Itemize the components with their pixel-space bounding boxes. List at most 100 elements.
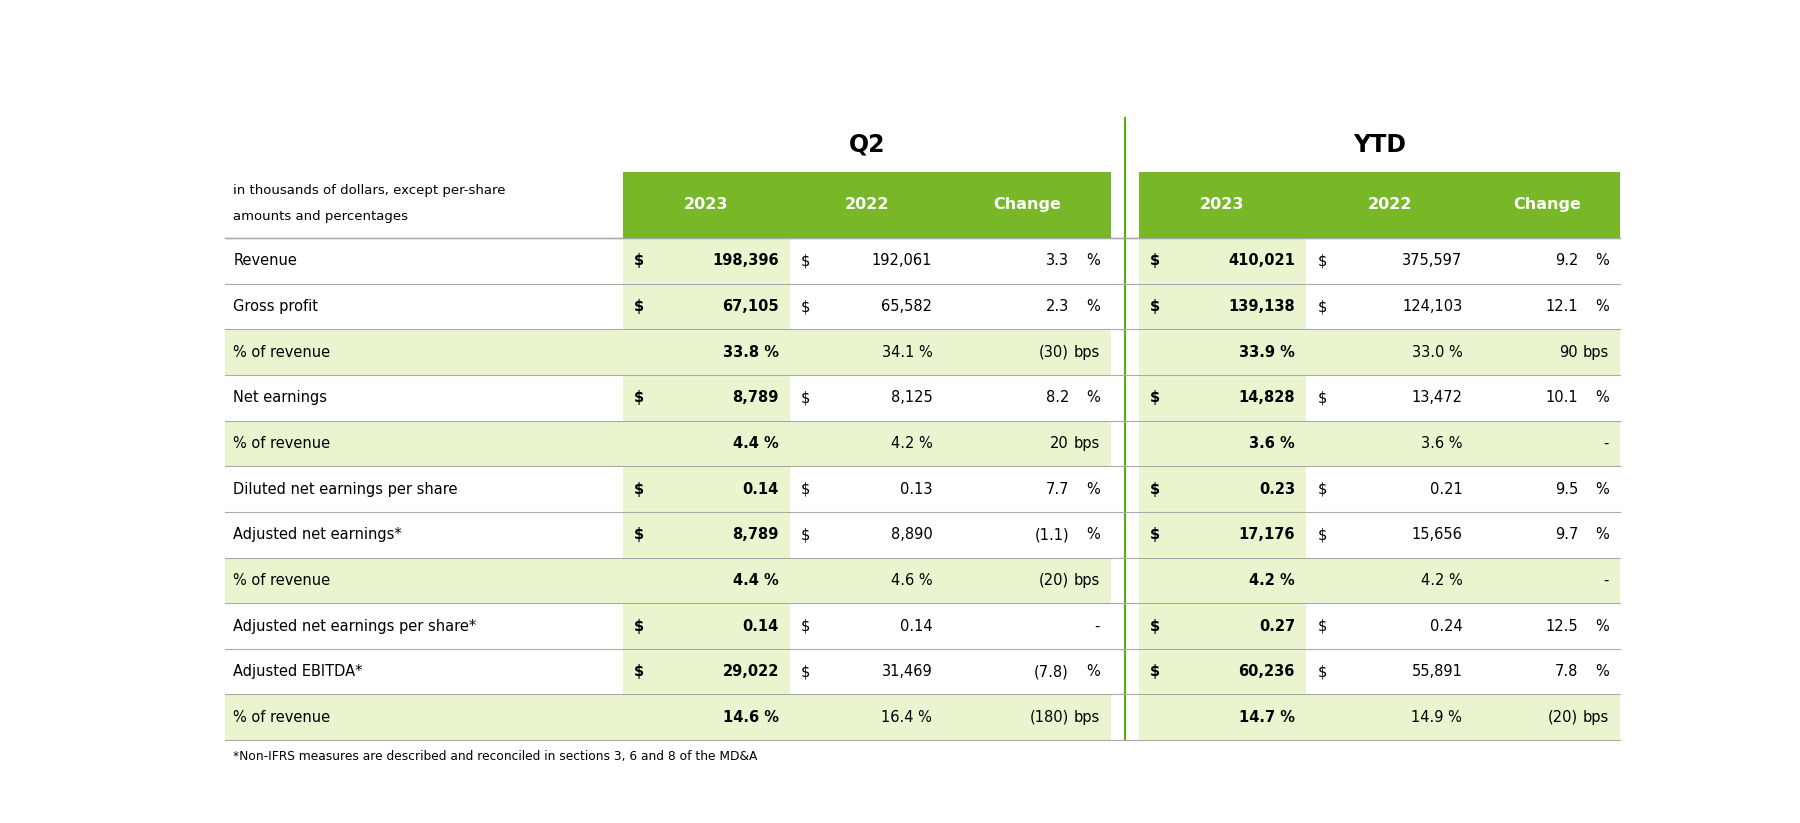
Text: 8,789: 8,789 <box>733 390 779 406</box>
Bar <box>943 172 1111 238</box>
Text: 13,472: 13,472 <box>1411 390 1462 406</box>
Text: YTD: YTD <box>1354 133 1406 156</box>
Text: *Non-IFRS measures are described and reconciled in sections 3, 6 and 8 of the MD: *Non-IFRS measures are described and rec… <box>234 750 758 763</box>
Text: 4.2 %: 4.2 % <box>891 436 932 451</box>
Text: 17,176: 17,176 <box>1238 528 1294 542</box>
Text: 0.23: 0.23 <box>1258 481 1294 496</box>
Text: 9.5: 9.5 <box>1555 481 1579 496</box>
Text: 29,022: 29,022 <box>722 664 779 679</box>
Text: 139,138: 139,138 <box>1228 299 1294 314</box>
Bar <box>623 421 790 467</box>
Text: $: $ <box>801 253 810 268</box>
Bar <box>1307 557 1474 603</box>
Text: (20): (20) <box>1039 573 1069 588</box>
Text: $: $ <box>801 619 810 634</box>
Text: 192,061: 192,061 <box>871 253 932 268</box>
Text: 60,236: 60,236 <box>1238 664 1294 679</box>
Bar <box>623 467 790 512</box>
Text: (30): (30) <box>1039 345 1069 360</box>
Text: 0.14: 0.14 <box>900 619 932 634</box>
Text: Adjusted net earnings*: Adjusted net earnings* <box>234 528 401 542</box>
Bar <box>623 603 790 649</box>
Text: 2023: 2023 <box>1201 198 1244 212</box>
Text: $: $ <box>1318 664 1327 679</box>
Bar <box>1474 329 1620 375</box>
Bar <box>623 284 790 329</box>
Text: 198,396: 198,396 <box>713 253 779 268</box>
Bar <box>623 557 790 603</box>
Text: 14.9 %: 14.9 % <box>1411 709 1462 725</box>
Text: 8.2: 8.2 <box>1046 390 1069 406</box>
Bar <box>1307 695 1474 740</box>
Bar <box>1474 695 1620 740</box>
Bar <box>943 557 1111 603</box>
Text: $: $ <box>1150 664 1159 679</box>
Text: $: $ <box>801 664 810 679</box>
Text: $: $ <box>1318 481 1327 496</box>
Bar <box>1139 284 1307 329</box>
Text: 124,103: 124,103 <box>1402 299 1462 314</box>
Text: (7.8): (7.8) <box>1035 664 1069 679</box>
Bar <box>1139 467 1307 512</box>
Text: %: % <box>1595 390 1609 406</box>
Text: %: % <box>1085 481 1100 496</box>
Text: $: $ <box>1150 299 1159 314</box>
Text: 2023: 2023 <box>684 198 729 212</box>
Bar <box>623 375 790 421</box>
Text: $: $ <box>1150 481 1159 496</box>
Text: in thousands of dollars, except per-share: in thousands of dollars, except per-shar… <box>234 184 506 198</box>
Bar <box>623 695 790 740</box>
Text: 34.1 %: 34.1 % <box>882 345 932 360</box>
Text: $: $ <box>801 390 810 406</box>
Text: $: $ <box>634 528 644 542</box>
Bar <box>1307 172 1474 238</box>
Text: 7.8: 7.8 <box>1555 664 1579 679</box>
Text: %: % <box>1085 528 1100 542</box>
Text: Adjusted net earnings per share*: Adjusted net earnings per share* <box>234 619 477 634</box>
Text: $: $ <box>801 481 810 496</box>
Text: %: % <box>1595 664 1609 679</box>
Text: 4.6 %: 4.6 % <box>891 573 932 588</box>
Bar <box>1139 557 1307 603</box>
Text: $: $ <box>1318 619 1327 634</box>
Text: %: % <box>1595 528 1609 542</box>
Bar <box>943 329 1111 375</box>
Bar <box>1139 421 1307 467</box>
Bar <box>1139 695 1307 740</box>
Text: (1.1): (1.1) <box>1035 528 1069 542</box>
Bar <box>623 512 790 557</box>
Text: 16.4 %: 16.4 % <box>882 709 932 725</box>
Text: 33.8 %: 33.8 % <box>724 345 779 360</box>
Bar <box>1474 172 1620 238</box>
Bar <box>790 421 943 467</box>
Bar <box>790 329 943 375</box>
Text: % of revenue: % of revenue <box>234 436 331 451</box>
Text: 20: 20 <box>1049 436 1069 451</box>
Text: %: % <box>1085 299 1100 314</box>
Text: Gross profit: Gross profit <box>234 299 319 314</box>
Text: 65,582: 65,582 <box>882 299 932 314</box>
Text: 90: 90 <box>1559 345 1579 360</box>
Text: 12.1: 12.1 <box>1546 299 1579 314</box>
Text: bps: bps <box>1582 709 1609 725</box>
Text: 8,125: 8,125 <box>891 390 932 406</box>
Text: 410,021: 410,021 <box>1228 253 1294 268</box>
Text: %: % <box>1595 253 1609 268</box>
Text: Diluted net earnings per share: Diluted net earnings per share <box>234 481 457 496</box>
Text: Change: Change <box>994 198 1060 212</box>
Text: $: $ <box>1150 390 1159 406</box>
Bar <box>623 172 790 238</box>
Text: 67,105: 67,105 <box>722 299 779 314</box>
Text: 4.4 %: 4.4 % <box>733 573 779 588</box>
Text: bps: bps <box>1073 436 1100 451</box>
Text: 0.14: 0.14 <box>743 619 779 634</box>
Bar <box>943 695 1111 740</box>
Text: 9.7: 9.7 <box>1555 528 1579 542</box>
Bar <box>943 421 1111 467</box>
Bar <box>790 172 943 238</box>
Text: amounts and percentages: amounts and percentages <box>234 210 409 223</box>
Bar <box>1139 649 1307 695</box>
Text: bps: bps <box>1582 345 1609 360</box>
Bar <box>623 238 790 284</box>
Text: $: $ <box>634 253 644 268</box>
